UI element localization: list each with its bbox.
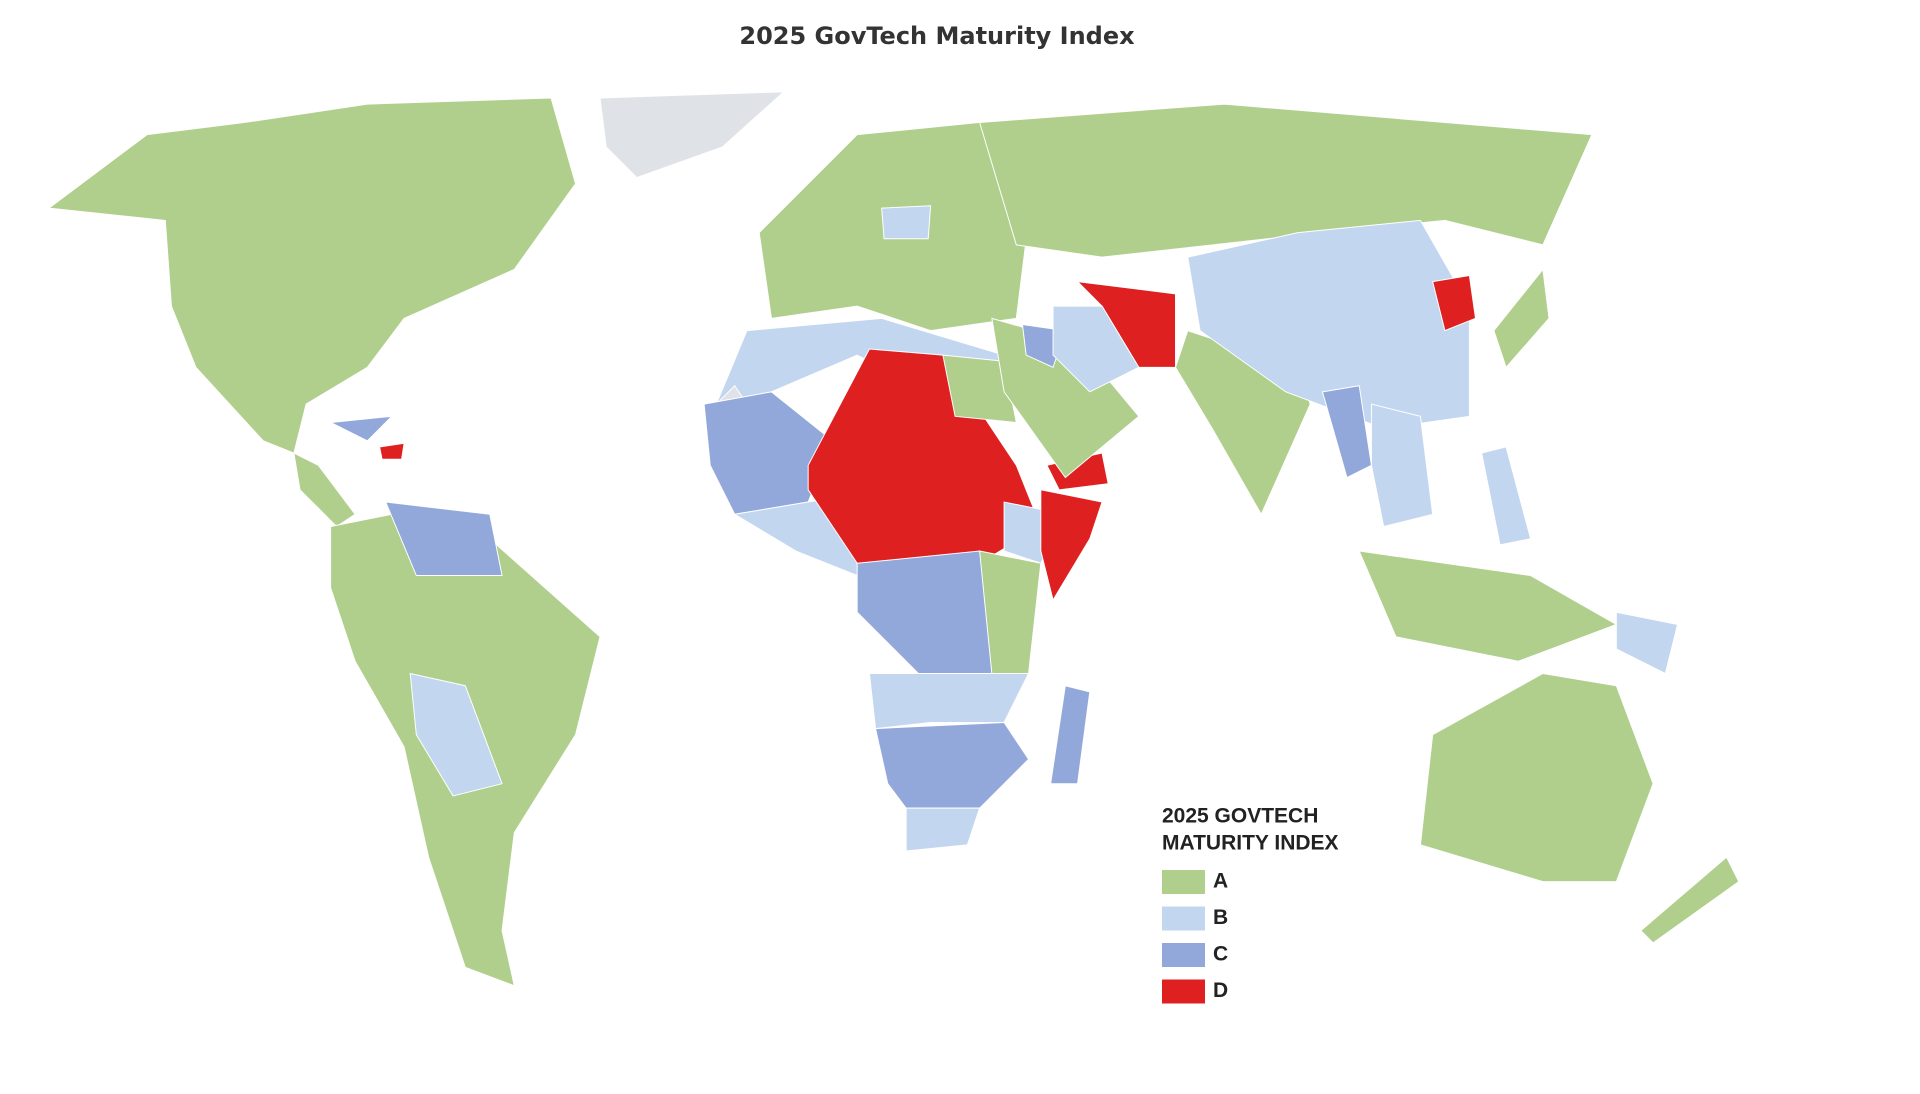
legend-swatch — [1162, 979, 1205, 1004]
legend-label: D — [1213, 979, 1228, 1002]
world-map — [47, 91, 1740, 987]
title: 2025 GovTech Maturity Index — [739, 22, 1135, 50]
legend-swatch — [1162, 943, 1205, 967]
legend-label: A — [1213, 870, 1228, 893]
legend-label: C — [1213, 943, 1228, 966]
legend-swatch — [1162, 870, 1205, 894]
legend-title: MATURITY INDEX — [1162, 832, 1339, 855]
legend-swatch — [1162, 906, 1205, 931]
legend-title: 2025 GOVTECH — [1162, 805, 1318, 828]
legend-label: B — [1213, 906, 1228, 929]
